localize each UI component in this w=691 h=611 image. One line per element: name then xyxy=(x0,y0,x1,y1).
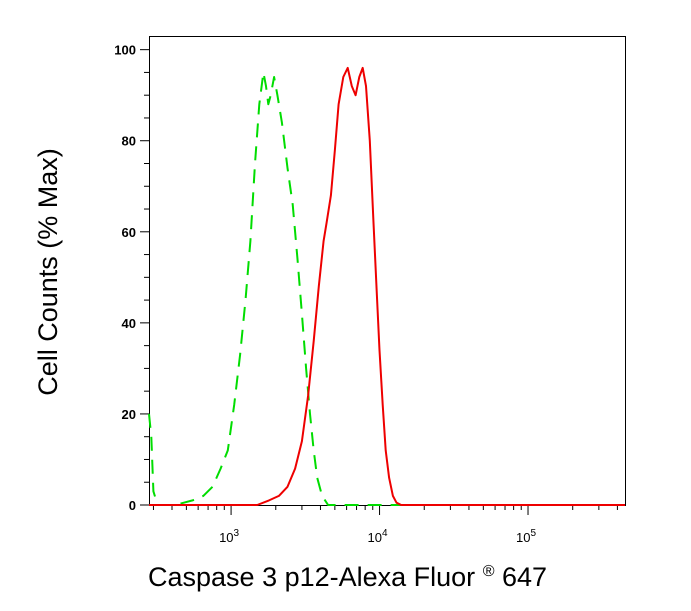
y-axis-label: Cell Counts (% Max) xyxy=(33,148,63,396)
x-axis-label-main: Caspase 3 p12-Alexa Fluor xyxy=(148,562,475,592)
y-axis-ticks: 0 20 40 60 80 100 xyxy=(114,43,149,513)
y-tick-label: 80 xyxy=(122,134,136,149)
histogram-series-1 xyxy=(148,71,625,506)
histogram-series-2 xyxy=(149,66,625,506)
y-tick-label: 20 xyxy=(122,407,136,422)
x-tick-label: 104 xyxy=(368,528,388,545)
y-tick-label: 0 xyxy=(129,498,136,513)
plot-frame xyxy=(149,36,626,506)
y-tick-label: 40 xyxy=(122,316,136,331)
x-tick-label: 103 xyxy=(219,528,239,545)
x-axis-ticks: 103 104 105 xyxy=(152,505,618,545)
x-axis-label-registered-mark: ® xyxy=(483,563,495,580)
y-tick-label: 100 xyxy=(114,43,136,58)
series-layer xyxy=(148,66,625,506)
x-tick-label: 105 xyxy=(516,528,536,545)
y-tick-label: 60 xyxy=(122,225,136,240)
x-axis-label: Caspase 3 p12-Alexa Fluor ® 647 xyxy=(148,552,547,592)
x-axis-label-tail: 647 xyxy=(502,562,547,592)
